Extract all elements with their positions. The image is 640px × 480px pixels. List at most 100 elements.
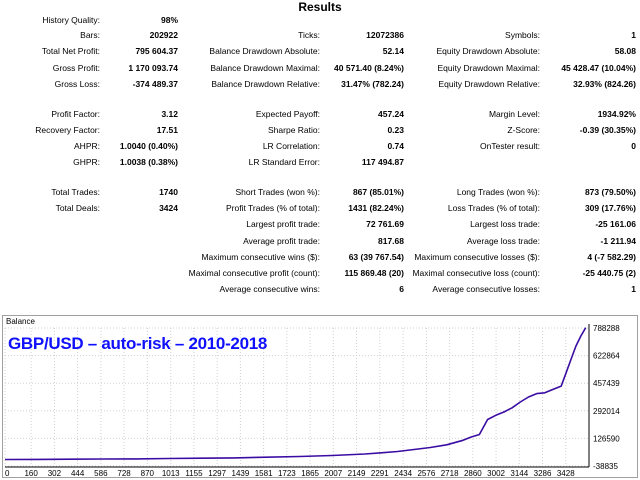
x-tick-label-10: 1439 <box>232 469 250 477</box>
stat-value-maximal-consec-profit: 115 869.48 (20) <box>344 268 404 278</box>
stat-value-largest-loss: -25 161.06 <box>595 219 636 229</box>
x-tick-label-9: 1297 <box>208 469 226 477</box>
stat-label-avg-consec-wins: Average consecutive wins: <box>219 284 320 294</box>
stat-value-recovery-factor: 17.51 <box>156 125 178 135</box>
stat-label-equity-dd-abs: Equity Drawdown Absolute: <box>436 46 540 56</box>
x-tick-label-17: 2434 <box>394 469 412 477</box>
stat-label-avg-profit: Average profit trade: <box>243 236 320 246</box>
x-tick-label-16: 2291 <box>371 469 389 477</box>
y-tick-label-1: 126590 <box>593 434 620 443</box>
stat-value-short-trades: 867 (85.01%) <box>352 187 404 197</box>
y-tick-label-5: 788288 <box>593 324 620 333</box>
stat-value-expected-payoff: 457.24 <box>378 109 404 119</box>
stat-label-recovery-factor: Recovery Factor: <box>35 125 100 135</box>
stat-label-maximal-consec-loss: Maximal consecutive loss (count): <box>412 268 540 278</box>
stat-value-maximal-consec-loss: -25 440.75 (2) <box>582 268 636 278</box>
stat-value-ticks: 12072386 <box>366 30 404 40</box>
stat-label-lr-correlation: LR Correlation: <box>262 141 320 151</box>
stat-label-symbols: Symbols: <box>505 30 540 40</box>
stat-value-history-quality: 98% <box>160 15 178 25</box>
x-tick-label-8: 1155 <box>185 469 203 477</box>
x-tick-label-7: 1013 <box>162 469 180 477</box>
stat-label-history-quality: History Quality: <box>42 15 100 25</box>
stat-value-lr-correlation: 0.74 <box>387 141 404 151</box>
results-title: Results <box>298 0 342 14</box>
stat-value-gross-profit: 1 170 093.74 <box>128 63 178 73</box>
balance-line-series-0 <box>4 327 587 461</box>
stat-value-equity-dd-rel: 32.93% (824.26) <box>573 79 636 89</box>
x-tick-label-15: 2149 <box>348 469 366 477</box>
stat-value-avg-profit: 817.68 <box>378 236 404 246</box>
stat-label-total-deals: Total Deals: <box>55 203 100 213</box>
stat-value-largest-profit: 72 761.69 <box>366 219 404 229</box>
stat-value-profit-trades: 1431 (82.24%) <box>348 203 404 213</box>
y-tick-label-0: -38835 <box>593 462 618 471</box>
stat-value-ghpr: 1.0038 (0.38%) <box>119 157 178 167</box>
chart-name: Balance <box>6 317 35 326</box>
x-tick-label-23: 3286 <box>534 469 552 477</box>
stat-label-ontester-result: OnTester result: <box>480 141 540 151</box>
stat-value-max-consec-losses: 4 (-7 582.29) <box>587 252 636 262</box>
stat-value-balance-dd-rel: 31.47% (782.24) <box>341 79 404 89</box>
stat-value-total-deals: 3424 <box>159 203 178 213</box>
stat-label-short-trades: Short Trades (won %): <box>235 187 320 197</box>
x-tick-label-0: 0 <box>5 469 10 477</box>
stat-value-sharpe-ratio: 0.23 <box>387 125 404 135</box>
stat-value-lr-std-error: 117 494.87 <box>361 157 404 167</box>
stat-label-sharpe-ratio: Sharpe Ratio: <box>268 125 320 135</box>
stat-value-total-net-profit: 795 604.37 <box>135 46 178 56</box>
stat-value-ontester-result: 0 <box>631 141 636 151</box>
stat-label-gross-profit: Gross Profit: <box>52 63 100 73</box>
balance-chart: -38835 126590 292014 457439 622864 788288 0 160… <box>4 324 620 477</box>
stat-label-gross-loss: Gross Loss: <box>54 79 100 89</box>
stat-value-max-consec-wins: 63 (39 767.54) <box>348 252 404 262</box>
stat-label-expected-payoff: Expected Payoff: <box>255 109 320 119</box>
stat-label-loss-trades: Loss Trades (% of total): <box>447 203 540 213</box>
stat-value-symbols: 1 <box>631 30 636 40</box>
stat-label-max-consec-losses: Maximum consecutive losses ($): <box>414 252 540 262</box>
x-tick-label-19: 2718 <box>441 469 459 477</box>
stat-label-equity-dd-rel: Equity Drawdown Relative: <box>438 79 540 89</box>
x-tick-label-12: 1723 <box>278 469 296 477</box>
stat-label-largest-profit: Largest profit trade: <box>246 219 320 229</box>
stat-label-avg-consec-losses: Average consecutive losses: <box>432 284 540 294</box>
stat-value-avg-consec-wins: 6 <box>399 284 404 294</box>
stat-label-ahpr: AHPR: <box>74 141 100 151</box>
stat-value-ahpr: 1.0040 (0.40%) <box>119 141 178 151</box>
stat-value-avg-loss: -1 211.94 <box>600 236 636 246</box>
stat-label-largest-loss: Largest loss trade: <box>470 219 540 229</box>
chart-caption: GBP/USD – auto-risk – 2010-2018 <box>8 334 268 353</box>
stat-label-z-score: Z-Score: <box>507 125 540 135</box>
x-tick-label-24: 3428 <box>557 469 575 477</box>
stat-value-equity-dd-max: 45 428.47 (10.04%) <box>561 63 636 73</box>
x-tick-label-14: 2007 <box>324 469 342 477</box>
stat-value-loss-trades: 309 (17.76%) <box>584 203 636 213</box>
x-tick-label-1: 160 <box>24 469 38 477</box>
stat-value-long-trades: 873 (79.50%) <box>584 187 636 197</box>
y-tick-label-2: 292014 <box>593 407 620 416</box>
stat-label-lr-std-error: LR Standard Error: <box>248 157 320 167</box>
stat-value-total-trades: 1740 <box>159 187 178 197</box>
stat-label-ticks: Ticks: <box>298 30 320 40</box>
stat-label-profit-factor: Profit Factor: <box>51 109 100 119</box>
stat-value-bars: 202922 <box>149 30 178 40</box>
stat-label-ghpr: GHPR: <box>73 157 100 167</box>
stat-value-balance-dd-abs: 52.14 <box>382 46 404 56</box>
balance-chart-panel: -38835 126590 292014 457439 622864 788288 0 160… <box>2 315 638 478</box>
stat-value-gross-loss: -374 489.37 <box>132 79 178 89</box>
stat-label-maximal-consec-profit: Maximal consecutive profit (count): <box>188 268 320 278</box>
y-tick-label-3: 457439 <box>593 379 620 388</box>
x-tick-label-5: 728 <box>117 469 131 477</box>
stat-label-max-consec-wins: Maximum consecutive wins ($): <box>201 252 320 262</box>
stat-label-balance-dd-abs: Balance Drawdown Absolute: <box>209 46 320 56</box>
x-tick-label-11: 1581 <box>255 469 273 477</box>
x-tick-label-20: 2860 <box>464 469 482 477</box>
stat-label-total-net-profit: Total Net Profit: <box>41 46 100 56</box>
stat-value-z-score: -0.39 (30.35%) <box>579 125 636 135</box>
x-tick-label-3: 444 <box>71 469 85 477</box>
stat-label-total-trades: Total Trades: <box>51 187 100 197</box>
x-tick-label-22: 3144 <box>510 469 528 477</box>
stat-value-equity-dd-abs: 58.08 <box>614 46 636 56</box>
x-tick-label-18: 2576 <box>417 469 435 477</box>
stat-label-balance-dd-rel: Balance Drawdown Relative: <box>211 79 320 89</box>
